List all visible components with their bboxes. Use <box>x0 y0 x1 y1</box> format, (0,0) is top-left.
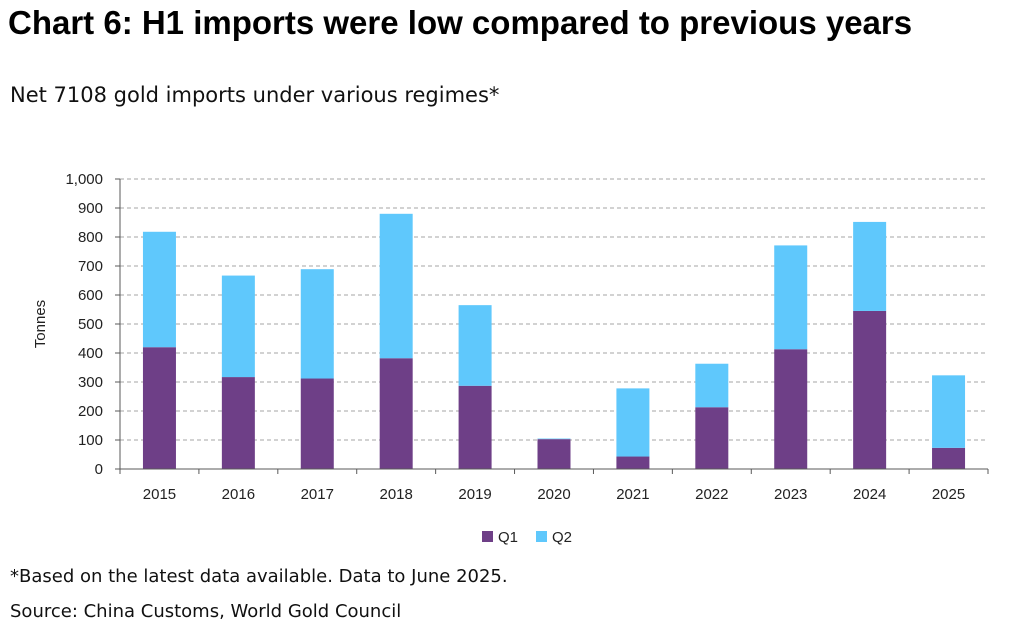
x-tick-label: 2022 <box>695 486 728 503</box>
bar-q2-2015 <box>142 231 176 348</box>
bar-q2-2020 <box>537 438 571 440</box>
bar-q1-2024 <box>853 310 887 469</box>
legend-label-q1: Q1 <box>498 529 518 546</box>
bar-q2-2022 <box>695 363 729 408</box>
x-tick-label: 2018 <box>379 486 412 503</box>
bar-q2-2024 <box>853 221 887 311</box>
bar-q1-2025 <box>932 447 966 469</box>
y-tick-label: 900 <box>78 200 103 217</box>
x-tick-label: 2016 <box>222 486 255 503</box>
bar-q2-2025 <box>932 375 966 448</box>
y-tick-label: 200 <box>78 403 103 420</box>
x-tick-label: 2015 <box>143 486 176 503</box>
y-tick-label: 700 <box>78 258 103 275</box>
bar-q2-2018 <box>379 213 413 359</box>
legend-swatch-q2 <box>536 531 547 542</box>
bar-q2-2021 <box>616 388 650 457</box>
footnote: *Based on the latest data available. Dat… <box>10 566 508 587</box>
axes: 0 100 200 300 400 500 600 700 800 900 1,000 2015 201… <box>65 171 989 503</box>
bar-q1-2015 <box>142 347 176 469</box>
bar-q1-2018 <box>379 358 413 469</box>
legend: Q1 Q2 <box>482 529 572 546</box>
y-tick-label: 100 <box>78 432 103 449</box>
bar-q1-2023 <box>774 349 808 469</box>
y-tick-label: 400 <box>78 345 103 362</box>
y-tick-label: 1,000 <box>65 171 103 188</box>
legend-swatch-q1 <box>482 531 493 542</box>
y-tick-label: 300 <box>78 374 103 391</box>
bar-q1-2020 <box>537 439 571 469</box>
bar-q2-2023 <box>774 245 808 350</box>
bar-q1-2019 <box>458 385 492 469</box>
source-note: Source: China Customs, World Gold Counci… <box>10 601 402 622</box>
x-tick-label: 2019 <box>458 486 491 503</box>
bar-q2-2017 <box>300 269 334 379</box>
x-tick-label: 2023 <box>774 486 807 503</box>
y-axis-label: Tonnes <box>32 300 49 348</box>
bar-q1-2021 <box>616 456 650 469</box>
bar-q2-2019 <box>458 305 492 386</box>
legend-label-q2: Q2 <box>552 529 572 546</box>
x-tick-label: 2020 <box>537 486 570 503</box>
y-tick-label: 0 <box>95 461 103 478</box>
bar-q1-2016 <box>221 377 255 469</box>
bar-q1-2022 <box>695 407 729 469</box>
x-tick-label: 2025 <box>932 486 965 503</box>
bars <box>142 213 966 469</box>
bar-q1-2017 <box>300 378 334 469</box>
stacked-bar-chart: 0 100 200 300 400 500 600 700 800 900 1,000 2015 201… <box>32 171 989 546</box>
bar-q2-2016 <box>221 275 255 378</box>
x-tick-label: 2017 <box>301 486 334 503</box>
x-tick-label: 2024 <box>853 486 886 503</box>
x-tick-label: 2021 <box>616 486 649 503</box>
y-tick-label: 600 <box>78 287 103 304</box>
chart-title: Chart 6: H1 imports were low compared to… <box>8 4 913 41</box>
y-tick-label: 800 <box>78 229 103 246</box>
y-tick-label: 500 <box>78 316 103 333</box>
chart-subtitle: Net 7108 gold imports under various regi… <box>10 83 500 107</box>
